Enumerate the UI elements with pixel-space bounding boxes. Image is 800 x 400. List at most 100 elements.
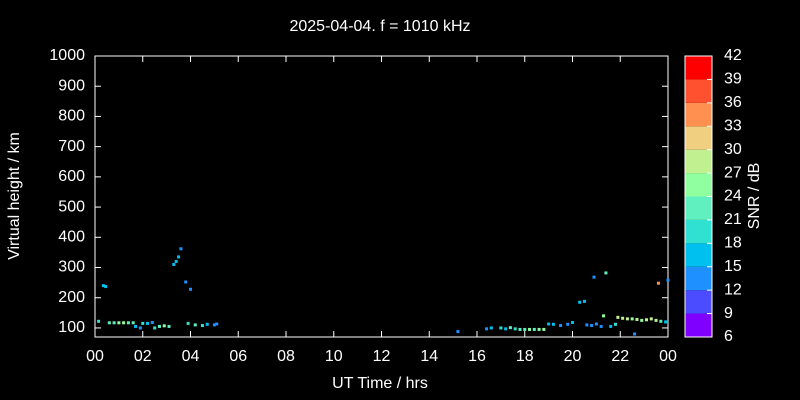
colorbar-band [685, 126, 712, 150]
y-tick-label: 500 [58, 198, 85, 215]
x-tick-label: 08 [277, 348, 295, 365]
point [633, 332, 637, 336]
colorbar-tick-label: 15 [724, 258, 742, 275]
point [157, 324, 161, 328]
point [193, 323, 197, 327]
x-tick-label: 12 [373, 348, 391, 365]
colorbar-band [685, 243, 712, 267]
colorbar-band [685, 313, 712, 337]
point [621, 316, 625, 320]
y-tick-label: 200 [58, 289, 85, 306]
point [542, 327, 546, 331]
point [117, 321, 121, 325]
colorbar-band [685, 79, 712, 103]
point [101, 284, 105, 288]
y-axis-label: Virtual height / km [6, 132, 23, 260]
colorbar-band [685, 196, 712, 220]
point [162, 324, 166, 328]
colorbar-tick-label: 30 [724, 141, 742, 158]
y-tick-label: 900 [58, 77, 85, 94]
point [609, 324, 613, 328]
x-tick-label: 14 [420, 348, 438, 365]
point [604, 271, 608, 275]
point [566, 322, 570, 326]
point [489, 326, 493, 330]
point [138, 326, 142, 330]
y-tick-label: 400 [58, 229, 85, 246]
colorbar-band [685, 266, 712, 291]
point [590, 324, 594, 328]
colorbar-band [685, 219, 712, 244]
colorbar-tick-label: 33 [724, 117, 742, 134]
colorbar-tick-label: 39 [724, 71, 742, 88]
point [150, 320, 154, 324]
point [594, 322, 598, 326]
point [200, 324, 204, 328]
colorbar-tick-label: 6 [724, 328, 733, 345]
point [104, 285, 108, 289]
x-tick-label: 22 [611, 348, 629, 365]
point [97, 319, 101, 323]
x-tick-label: 00 [86, 348, 104, 365]
point [654, 318, 658, 322]
point [141, 321, 145, 325]
colorbar-tick-label: 36 [724, 94, 742, 111]
x-tick-label: 10 [325, 348, 343, 365]
colorbar-tick-label: 21 [724, 211, 742, 228]
x-axis-label: UT Time / hrs [332, 375, 428, 392]
colorbar-band [685, 173, 712, 197]
point [504, 327, 508, 331]
x-tick-label: 20 [564, 348, 582, 365]
point [153, 326, 157, 330]
point [146, 321, 150, 325]
point [571, 320, 574, 324]
point [559, 324, 563, 328]
point [649, 317, 653, 321]
point [122, 321, 126, 325]
colorbar-tick-label: 18 [724, 235, 742, 252]
point [177, 255, 181, 259]
x-tick-label: 04 [182, 348, 200, 365]
point [664, 320, 668, 324]
x-tick-label: 16 [468, 348, 486, 365]
point [186, 321, 190, 325]
point [659, 319, 663, 323]
point [167, 324, 171, 328]
point [215, 322, 219, 326]
point [630, 317, 634, 321]
point [499, 326, 503, 330]
point [212, 323, 216, 327]
point [518, 327, 522, 331]
point [112, 321, 116, 325]
point [616, 315, 620, 319]
x-tick-label: 18 [516, 348, 534, 365]
point [656, 281, 660, 285]
chart-title: 2025-04-04. f = 1010 kHz [289, 18, 470, 35]
x-tick-label: 06 [229, 348, 247, 365]
colorbar-tick-label: 24 [724, 188, 742, 205]
point [513, 327, 517, 331]
point [131, 321, 135, 325]
point [508, 326, 512, 330]
x-tick-label: 00 [659, 348, 677, 365]
point [640, 318, 644, 322]
point [134, 324, 138, 328]
point [547, 322, 551, 326]
y-tick-label: 800 [58, 108, 85, 125]
point [551, 322, 555, 326]
point [456, 330, 460, 334]
point [585, 323, 589, 327]
point [179, 247, 183, 251]
point [537, 327, 541, 331]
colorbar-label: SNR / dB [746, 163, 763, 230]
y-tick-label: 600 [58, 168, 85, 185]
y-tick-label: 100 [58, 319, 85, 336]
colorbar-band [685, 290, 712, 314]
point [578, 300, 582, 304]
colorbar-band [685, 102, 712, 127]
colorbar-tick-label: 42 [724, 47, 742, 64]
point [107, 321, 111, 325]
point [613, 322, 617, 326]
colorbar-tick-label: 12 [724, 281, 742, 298]
